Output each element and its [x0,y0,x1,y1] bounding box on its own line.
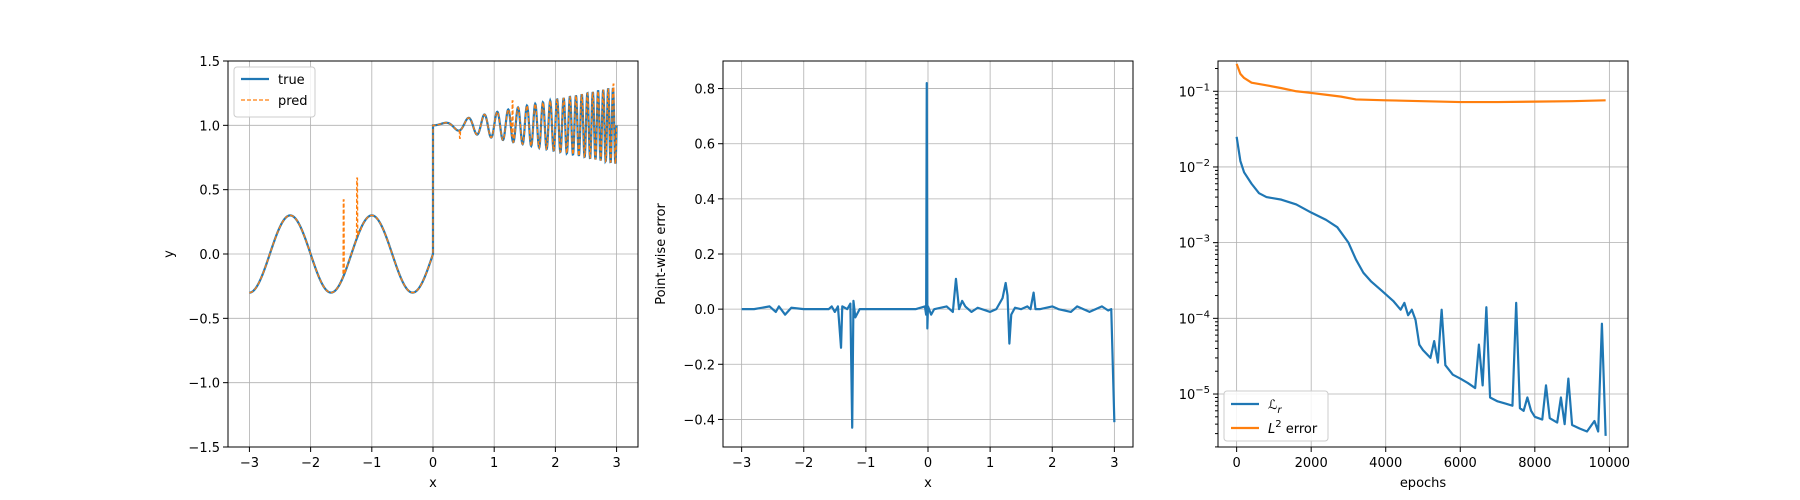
y-tick-label: −0.5 [188,312,220,327]
x-tick-label: 0 [1232,456,1240,471]
x-tick-label: −1 [856,456,875,471]
x-tick-label: 2000 [1295,456,1328,471]
y-tick-label: −0.4 [683,413,715,428]
y-tick-label: 0.0 [199,248,220,263]
y-tick-label: 0.0 [694,303,715,318]
axes-frame [227,60,639,448]
y-tick-label: 0.2 [694,248,715,263]
series-pointwise-error-line [741,81,1116,429]
left-panel-true-vs-pred: −3 −2 −1 0 1 2 3 −1.5 −1.0 −0.5 0.0 0.5 1.0 1.5 x y true… [162,55,639,491]
legend: true pred [233,66,316,118]
x-tick-label: 3 [1110,456,1118,471]
x-axis-label: x [924,476,932,491]
x-tick-label: 0 [924,456,932,471]
x-tick-label: 1 [490,456,498,471]
middle-panel-pointwise-error: −3 −2 −1 0 1 2 3 −0.4 −0.2 0.0 0.2 0.4 0.6 0.8 x Point-… [654,60,1134,491]
x-tick-label: 10000 [1589,456,1630,471]
x-tick-label: −1 [362,456,381,471]
legend-label-residual: ℒr [1268,398,1282,416]
y-tick-label: 10−2 [1179,158,1210,176]
y-axis-label: Point-wise error [654,203,669,305]
y-tick-label: −0.2 [683,358,715,373]
x-axis-label: x [429,476,437,491]
x-tick-label: 1 [986,456,994,471]
legend-label-true: true [278,73,305,88]
x-tick-label: −2 [301,456,320,471]
axes-frame [1217,60,1629,448]
y-tick-label: 0.8 [694,83,715,98]
x-tick-label: 3 [612,456,620,471]
x-tick-label: −3 [240,456,259,471]
y-tick-label: 10−1 [1179,82,1210,100]
series-residual-loss-line [1235,136,1607,436]
legend-label-pred: pred [278,94,308,109]
y-tick-label: −1.0 [188,377,220,392]
x-tick-label: 0 [429,456,437,471]
y-tick-label: 10−3 [1179,234,1210,252]
x-tick-label: 2 [1048,456,1056,471]
x-tick-label: 2 [551,456,559,471]
y-axis-label: y [162,250,177,258]
y-tick-label: −1.5 [188,441,220,456]
right-panel-training-curves: 0 2000 4000 6000 8000 10000 10−5 10−4 10−3 10−2 10… [1179,60,1630,491]
x-tick-label: −3 [732,456,751,471]
y-tick-label: 1.5 [199,55,220,70]
x-tick-label: −2 [794,456,813,471]
x-axis-label: epochs [1400,476,1447,491]
series-l2-error-line [1235,63,1606,104]
axes-frame [722,60,1134,448]
x-tick-label: 4000 [1369,456,1402,471]
legend-label-l2: L2 error [1268,419,1318,437]
series-pred-line [249,83,618,294]
x-tick-label: 8000 [1518,456,1551,471]
y-tick-label: 0.6 [694,138,715,153]
y-tick-label: 1.0 [199,119,220,134]
legend: ℒr L2 error [1223,390,1329,442]
x-tick-label: 6000 [1444,456,1477,471]
y-tick-label: 10−4 [1179,309,1210,327]
y-tick-label: 0.5 [199,184,220,199]
y-tick-label: 10−5 [1179,385,1210,403]
y-tick-label: 0.4 [694,193,715,208]
